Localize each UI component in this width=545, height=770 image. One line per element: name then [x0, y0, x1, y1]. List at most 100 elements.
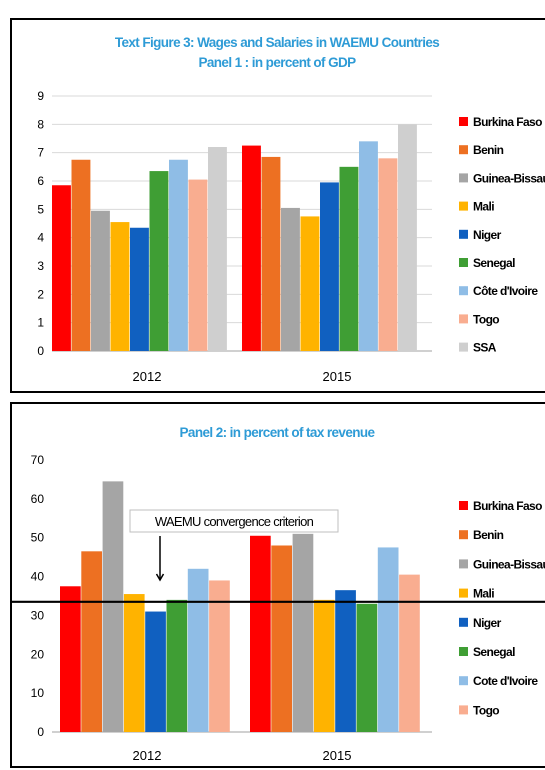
legend-label-benin: Benin [473, 143, 504, 157]
legend-label-guinea-bissau: Guinea-Bissau [473, 171, 545, 185]
legend-swatch-togo [459, 314, 468, 324]
bar-guinea-bissau-2015 [292, 533, 314, 732]
bar-benin-2015 [271, 545, 292, 732]
chart-tax-revenue-svg: Panel 2: in percent of tax revenue 0 10 20 3… [12, 425, 545, 763]
bar-niger-2015 [320, 182, 339, 351]
legend-label-burkina-faso: Burkina Faso [473, 115, 542, 129]
x-category-label: 2015 [323, 369, 352, 384]
legend-label-mali: Mali [473, 200, 494, 214]
legend-label-benin: Benin [473, 528, 504, 542]
y-tick-label: 7 [37, 146, 44, 160]
legend-swatch-benin [459, 530, 468, 540]
bar-ssa-2012 [208, 147, 227, 351]
bar-senegal-2012 [149, 171, 169, 351]
bar-ssa-2015 [398, 124, 417, 351]
chart-panel-gdp: Text Figure 3: Wages and Salaries in WAE… [10, 18, 545, 393]
bar-niger-2012 [130, 227, 149, 351]
legend-label-niger: Niger [473, 228, 502, 242]
bar-togo-2012 [209, 580, 230, 732]
bar-cote-d-ivoire-2012 [187, 568, 209, 732]
bar-mali-2015 [313, 599, 335, 732]
legend-label-guinea-bissau: Guinea-Bissau [473, 557, 545, 571]
bar-burkina-faso-2015 [250, 535, 271, 732]
y-tick-label: 5 [37, 202, 44, 216]
legend-swatch-cote-d-ivoire [459, 676, 468, 686]
legend-swatch-ssa [459, 342, 468, 352]
bar-mali-2012 [123, 594, 145, 732]
legend-swatch-burkina-faso [459, 501, 468, 510]
chart-gdp-svg: Text Figure 3: Wages and Salaries in WAE… [37, 35, 545, 384]
legend-label-niger: Niger [473, 616, 502, 630]
bar-c-te-d-ivoire-2012 [169, 159, 188, 351]
y-tick-label: 40 [31, 570, 45, 584]
legend-label-ssa: SSA [473, 341, 497, 355]
legend-swatch-guinea-bissau [459, 559, 468, 569]
legend-swatch-mali [459, 588, 468, 598]
legend-label-mali: Mali [473, 587, 494, 601]
bar-guinea-bissau-2015 [281, 207, 300, 351]
y-tick-label: 60 [31, 492, 45, 506]
bar-guinea-bissau-2012 [91, 210, 110, 351]
bar-cote-d-ivoire-2015 [377, 547, 399, 732]
bar-c-te-d-ivoire-2015 [359, 141, 378, 351]
legend-label-senegal: Senegal [473, 645, 515, 659]
y-tick-label: 4 [37, 231, 44, 245]
y-tick-label: 50 [31, 531, 45, 545]
legend-swatch-c-te-d-ivoire [459, 286, 468, 296]
y-tick-label: 9 [37, 89, 44, 103]
chart-panel-tax-revenue: Panel 2: in percent of tax revenue 0 10 20 3… [10, 402, 545, 768]
bar-niger-2012 [145, 611, 166, 732]
y-tick-label: 3 [37, 259, 44, 273]
y-tick-label: 20 [31, 647, 45, 661]
chart-title: Text Figure 3: Wages and Salaries in WAE… [115, 35, 439, 50]
legend-swatch-guinea-bissau [459, 173, 468, 183]
bar-mali-2012 [110, 222, 130, 351]
chart-subtitle: Panel 1 : in percent of GDP [198, 55, 356, 70]
bar-togo-2015 [399, 574, 420, 732]
legend-swatch-mali [459, 201, 468, 211]
y-tick-label: 1 [37, 316, 44, 330]
bar-burkina-faso-2015 [242, 145, 261, 351]
convergence-criterion-arrowhead [155, 573, 165, 582]
legend-swatch-burkina-faso [459, 117, 468, 126]
legend-label-togo: Togo [473, 312, 499, 326]
bar-senegal-2012 [166, 599, 188, 732]
bar-burkina-faso-2012 [60, 586, 81, 732]
legend-label-togo: Togo [473, 703, 499, 717]
y-tick-label: 0 [37, 725, 44, 739]
bar-senegal-2015 [339, 166, 359, 351]
y-tick-label: 0 [37, 344, 44, 358]
legend-swatch-benin [459, 145, 468, 155]
bar-benin-2012 [81, 551, 102, 732]
legend-swatch-togo [459, 705, 468, 715]
legend-label-senegal: Senegal [473, 256, 515, 270]
y-tick-label: 70 [31, 453, 45, 467]
y-tick-label: 30 [31, 608, 45, 622]
bar-benin-2015 [261, 156, 281, 351]
y-tick-label: 8 [37, 117, 44, 131]
bar-guinea-bissau-2012 [102, 481, 124, 732]
y-tick-label: 6 [37, 174, 44, 188]
bar-burkina-faso-2012 [52, 185, 71, 351]
legend-swatch-niger [459, 617, 468, 627]
bar-benin-2012 [71, 159, 91, 351]
chart-title: Panel 2: in percent of tax revenue [180, 425, 376, 440]
x-category-label: 2015 [323, 748, 352, 763]
legend-label-c-te-d-ivoire: Côte d'Ivoire [473, 284, 538, 298]
convergence-criterion-label: WAEMU convergence criterion [155, 514, 314, 529]
bar-togo-2015 [378, 158, 398, 351]
y-tick-label: 2 [37, 287, 44, 301]
bar-senegal-2015 [356, 603, 378, 732]
legend-swatch-senegal [459, 647, 468, 656]
y-tick-label: 10 [31, 686, 45, 700]
convergence-criterion-label-box [129, 509, 339, 533]
legend-swatch-senegal [459, 258, 468, 267]
legend-swatch-niger [459, 229, 468, 239]
bar-mali-2015 [300, 216, 320, 351]
legend-label-cote-d-ivoire: Cote d'Ivoire [473, 674, 538, 688]
bar-niger-2015 [335, 590, 356, 732]
legend-label-burkina-faso: Burkina Faso [473, 499, 542, 513]
bar-togo-2012 [188, 179, 208, 351]
x-category-label: 2012 [133, 369, 162, 384]
x-category-label: 2012 [133, 748, 162, 763]
